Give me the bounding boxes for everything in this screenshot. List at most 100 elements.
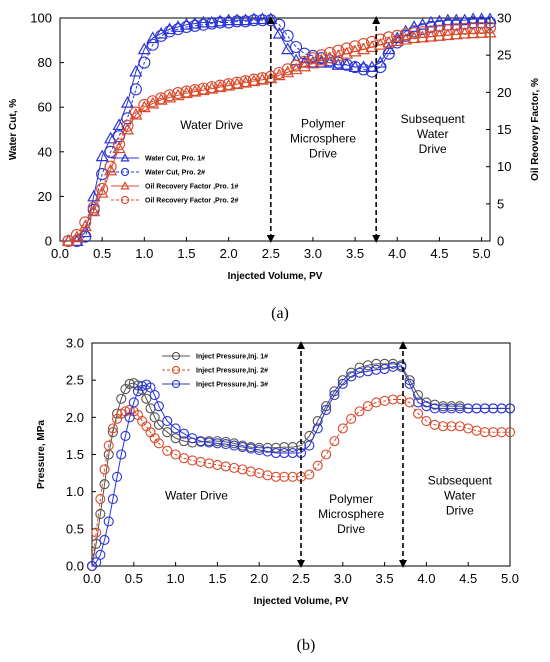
data-point: [346, 413, 357, 424]
data-point: [371, 358, 382, 369]
data-point: [137, 42, 151, 55]
data-point: [95, 549, 106, 560]
stage-label: Drive: [419, 142, 447, 156]
data-point: [146, 38, 159, 51]
data-point: [357, 37, 370, 51]
data-point: [61, 234, 75, 246]
data-point: [312, 423, 323, 434]
data-point: [382, 47, 395, 60]
data-point: [87, 201, 100, 214]
x-tick-label: 0.0: [83, 571, 101, 586]
legend-entry: Inject Pressure,Inj. 3#: [196, 382, 268, 389]
data-point: [62, 234, 75, 248]
data-point: [149, 412, 160, 423]
y-tick-label: 80: [38, 55, 52, 70]
y2-tick-label: 30: [497, 11, 511, 26]
x-tick-label: 3.0: [334, 571, 352, 586]
stage-label: Polymer: [329, 492, 373, 506]
x-tick-label: 3.5: [376, 571, 394, 586]
data-point: [87, 204, 101, 217]
y-tick-label: 0.0: [66, 559, 84, 574]
data-point: [162, 445, 173, 456]
series-line: [91, 363, 510, 567]
x-tick-label: 4.0: [388, 246, 406, 261]
data-point: [170, 423, 181, 434]
data-point: [475, 12, 489, 25]
data-point: [124, 412, 135, 423]
data-point: [471, 403, 482, 414]
data-point: [91, 557, 102, 568]
data-point: [120, 96, 134, 108]
data-point: [188, 19, 201, 32]
data-point: [382, 31, 395, 44]
data-point: [124, 404, 135, 415]
y2-tick-label: 5: [497, 196, 504, 211]
data-point: [412, 408, 424, 419]
data-point: [483, 12, 497, 25]
y-axis-label: Water Cut, %: [8, 99, 19, 160]
data-point: [91, 538, 102, 549]
data-point: [214, 79, 227, 92]
data-point: [421, 415, 432, 427]
y-tick-label: 0: [45, 234, 52, 249]
stage-label: Polymer: [301, 116, 345, 130]
x-axis-label: Injected Volume, PV: [254, 596, 349, 607]
data-point: [178, 428, 190, 439]
x-tick-label: 4.0: [417, 571, 435, 586]
data-point: [79, 216, 92, 229]
chart-panel-b: 0.0 0.5 1.0 1.5 2.0 2.5 3.0 3.5 4.0 4.5 5.0 0.0 0.5 1…: [36, 336, 519, 655]
data-point: [450, 23, 463, 36]
data-point: [70, 229, 83, 242]
data-point: [205, 81, 218, 94]
data-point: [312, 460, 323, 471]
data-point: [247, 14, 260, 27]
data-point: [438, 403, 449, 414]
y-tick-label: 3.0: [66, 336, 84, 351]
y2-tick-label: 0: [497, 234, 504, 249]
y2-tick-label: 25: [497, 48, 511, 63]
y-tick-label: 2.5: [66, 373, 84, 388]
data-point: [321, 404, 332, 415]
stage-label: Water: [444, 488, 476, 502]
data-point: [433, 24, 446, 37]
stage-label: Subsequent: [401, 112, 466, 126]
data-point: [153, 401, 164, 412]
series-line: [68, 27, 491, 242]
series-line: [91, 398, 510, 567]
data-point: [441, 23, 454, 36]
data-point: [212, 459, 223, 470]
data-point: [387, 394, 399, 405]
data-point: [78, 219, 92, 232]
y-tick-label: 60: [38, 100, 52, 115]
data-point: [479, 427, 490, 438]
x-tick-label: 4.5: [430, 246, 448, 261]
data-point: [429, 403, 440, 414]
data-point: [488, 427, 499, 438]
data-point: [141, 393, 152, 404]
data-point: [349, 61, 362, 74]
stage-label: Microsphere: [318, 507, 384, 521]
y2-tick-label: 10: [497, 159, 511, 174]
chart-panel-a: 0.0 0.5 1.0 1.5 2.0 2.5 3.0 3.5 4.0 4.5 5.0 0 20 40 60…: [8, 11, 541, 323]
data-point: [279, 442, 290, 453]
x-tick-label: 5.0: [473, 246, 491, 261]
data-point: [458, 13, 472, 26]
data-point: [121, 119, 134, 132]
data-point: [329, 436, 340, 447]
y-tick-label: 20: [38, 189, 52, 204]
data-point: [408, 27, 421, 40]
y-tick-label: 1.0: [66, 484, 84, 499]
data-point: [391, 29, 404, 42]
data-point: [245, 466, 256, 477]
x-tick-label: 1.5: [208, 571, 226, 586]
data-point: [222, 78, 235, 91]
data-point: [371, 364, 382, 375]
data-point: [454, 403, 465, 414]
legend-marker: [120, 153, 130, 162]
data-point: [149, 389, 160, 401]
data-point: [281, 63, 294, 76]
data-point: [362, 401, 373, 412]
data-point: [107, 494, 118, 505]
data-point: [103, 516, 114, 527]
data-point: [471, 425, 482, 436]
